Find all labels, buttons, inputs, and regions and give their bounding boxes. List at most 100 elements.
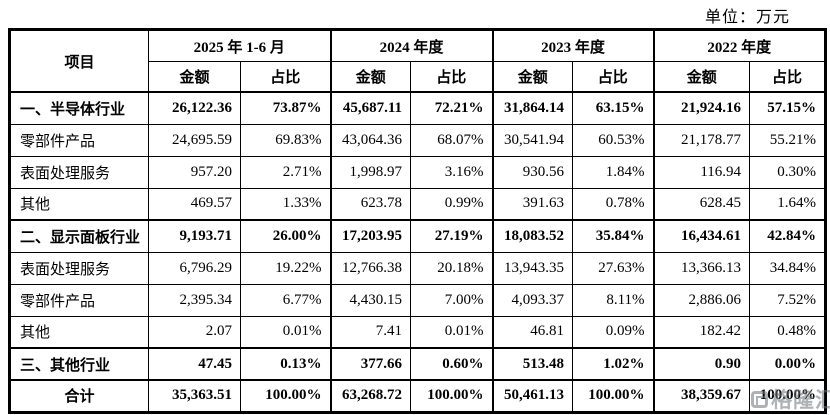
ratio-cell: 73.87% bbox=[240, 91, 331, 125]
amount-cell: 46.81 bbox=[491, 315, 574, 349]
ratio-cell: 0.78% bbox=[572, 187, 655, 221]
ratio-cell: 60.53% bbox=[572, 123, 655, 157]
row-label: 二、显示面板行业 bbox=[9, 219, 149, 253]
header-period-row: 项目 2025 年 1-6 月 2024 年度 2023 年度 2022 年度 bbox=[9, 29, 827, 93]
ratio-cell: 0.09% bbox=[572, 315, 655, 349]
amount-cell: 623.78 bbox=[329, 187, 411, 221]
ratio-cell: 7.52% bbox=[749, 283, 827, 317]
table-row: 一、半导体行业 26,122.36 73.87% 45,687.11 72.21% 31,… bbox=[9, 91, 827, 125]
amount-cell: 21,924.16 bbox=[652, 91, 751, 125]
amount-cell: 182.42 bbox=[652, 315, 751, 349]
amount-cell: 6,796.29 bbox=[148, 251, 241, 285]
ratio-cell: 42.84% bbox=[749, 219, 827, 253]
amount-cell: 377.66 bbox=[329, 347, 411, 381]
amount-cell: 16,434.61 bbox=[652, 219, 751, 253]
table-row: 零部件产品 2,395.34 6.77% 4,430.15 7.00% 4,093.37 8… bbox=[9, 283, 827, 317]
table-row: 其他 2.07 0.01% 7.41 0.01% 46.81 0.09% 182.42 0.48… bbox=[9, 315, 827, 349]
amount-cell: 38,359.67 bbox=[652, 379, 751, 413]
amount-cell: 7.41 bbox=[329, 315, 411, 349]
ratio-cell: 100.00% bbox=[240, 379, 331, 413]
ratio-cell: 100.00% bbox=[572, 379, 655, 413]
amount-cell: 2,395.34 bbox=[148, 283, 241, 317]
ratio-cell: 100.00% bbox=[749, 379, 827, 413]
ratio-cell: 0.48% bbox=[749, 315, 827, 349]
amount-cell: 26,122.36 bbox=[148, 91, 241, 125]
table-row: 三、其他行业 47.45 0.13% 377.66 0.60% 513.48 1.02% 0.… bbox=[9, 347, 827, 381]
amount-cell: 9,193.71 bbox=[148, 219, 241, 253]
ratio-cell: 68.07% bbox=[409, 123, 494, 157]
ratio-cell: 0.01% bbox=[240, 315, 331, 349]
ratio-cell: 35.84% bbox=[572, 219, 655, 253]
ratio-cell: 72.21% bbox=[409, 91, 494, 125]
ratio-cell: 57.15% bbox=[749, 91, 827, 125]
ratio-cell: 1.64% bbox=[749, 187, 827, 221]
ratio-cell: 20.18% bbox=[409, 251, 494, 285]
ratio-cell: 1.02% bbox=[572, 347, 655, 381]
amount-cell: 21,178.77 bbox=[652, 123, 751, 157]
amount-cell: 957.20 bbox=[148, 155, 241, 189]
row-label: 零部件产品 bbox=[9, 123, 149, 157]
column-group-2025h1: 2025 年 1-6 月 bbox=[148, 29, 331, 62]
column-header-amount-2024: 金额 bbox=[329, 61, 411, 93]
column-header-item: 项目 bbox=[9, 29, 149, 93]
ratio-cell: 19.22% bbox=[240, 251, 331, 285]
amount-cell: 116.94 bbox=[652, 155, 751, 189]
amount-cell: 43,064.36 bbox=[329, 123, 411, 157]
amount-cell: 50,461.13 bbox=[491, 379, 574, 413]
ratio-cell: 63.15% bbox=[572, 91, 655, 125]
column-header-amount-2023: 金额 bbox=[491, 61, 574, 93]
row-label: 合计 bbox=[9, 379, 149, 413]
amount-cell: 17,203.95 bbox=[329, 219, 411, 253]
table-row: 零部件产品 24,695.59 69.83% 43,064.36 68.07% 30,54… bbox=[9, 123, 827, 157]
ratio-cell: 0.30% bbox=[749, 155, 827, 189]
header-sub-row: 金额 占比 金额 占比 金额 占比 金额 占比 bbox=[10, 61, 827, 93]
ratio-cell: 0.13% bbox=[240, 347, 331, 381]
column-header-ratio-2024: 占比 bbox=[409, 61, 494, 93]
ratio-cell: 6.77% bbox=[240, 283, 331, 317]
amount-cell: 930.56 bbox=[491, 155, 574, 189]
ratio-cell: 69.83% bbox=[240, 123, 331, 157]
ratio-cell: 0.99% bbox=[409, 187, 494, 221]
row-label: 三、其他行业 bbox=[9, 347, 149, 381]
amount-cell: 30,541.94 bbox=[491, 123, 574, 157]
column-header-ratio-2023: 占比 bbox=[572, 61, 655, 93]
ratio-cell: 27.19% bbox=[409, 219, 494, 253]
row-label: 表面处理服务 bbox=[9, 155, 149, 189]
ratio-cell: 8.11% bbox=[572, 283, 655, 317]
ratio-cell: 100.00% bbox=[409, 379, 494, 413]
ratio-cell: 27.63% bbox=[572, 251, 655, 285]
ratio-cell: 0.01% bbox=[409, 315, 494, 349]
ratio-cell: 55.21% bbox=[749, 123, 827, 157]
amount-cell: 2,886.06 bbox=[652, 283, 751, 317]
amount-cell: 1,998.97 bbox=[329, 155, 411, 189]
amount-cell: 47.45 bbox=[148, 347, 241, 381]
amount-cell: 628.45 bbox=[652, 187, 751, 221]
column-header-amount-2025h1: 金额 bbox=[148, 61, 241, 93]
amount-cell: 0.90 bbox=[652, 347, 751, 381]
row-label: 其他 bbox=[9, 315, 149, 349]
amount-cell: 18,083.52 bbox=[491, 219, 574, 253]
amount-cell: 513.48 bbox=[491, 347, 574, 381]
amount-cell: 35,363.51 bbox=[148, 379, 241, 413]
column-header-ratio-2022: 占比 bbox=[749, 61, 827, 93]
row-label: 一、半导体行业 bbox=[9, 91, 149, 125]
row-label: 其他 bbox=[9, 187, 149, 221]
column-group-2023: 2023 年度 bbox=[491, 29, 655, 62]
ratio-cell: 0.60% bbox=[409, 347, 494, 381]
table-row: 表面处理服务 957.20 2.71% 1,998.97 3.16% 930.56 1.84… bbox=[9, 155, 827, 189]
amount-cell: 63,268.72 bbox=[329, 379, 411, 413]
column-group-2022: 2022 年度 bbox=[652, 29, 827, 62]
table-row: 二、显示面板行业 9,193.71 26.00% 17,203.95 27.19% 18,… bbox=[9, 219, 827, 253]
amount-cell: 13,943.35 bbox=[491, 251, 574, 285]
segment-revenue-table: 项目 2025 年 1-6 月 2024 年度 2023 年度 2022 年度 … bbox=[8, 28, 828, 414]
amount-cell: 13,366.13 bbox=[652, 251, 751, 285]
table-body: 一、半导体行业 26,122.36 73.87% 45,687.11 72.21% 31,… bbox=[9, 91, 827, 413]
ratio-cell: 26.00% bbox=[240, 219, 331, 253]
amount-cell: 469.57 bbox=[148, 187, 241, 221]
amount-cell: 12,766.38 bbox=[329, 251, 411, 285]
amount-cell: 24,695.59 bbox=[148, 123, 241, 157]
ratio-cell: 2.71% bbox=[240, 155, 331, 189]
amount-cell: 31,864.14 bbox=[491, 91, 574, 125]
table-row: 表面处理服务 6,796.29 19.22% 12,766.38 20.18% 13,94… bbox=[9, 251, 827, 285]
ratio-cell: 3.16% bbox=[409, 155, 494, 189]
